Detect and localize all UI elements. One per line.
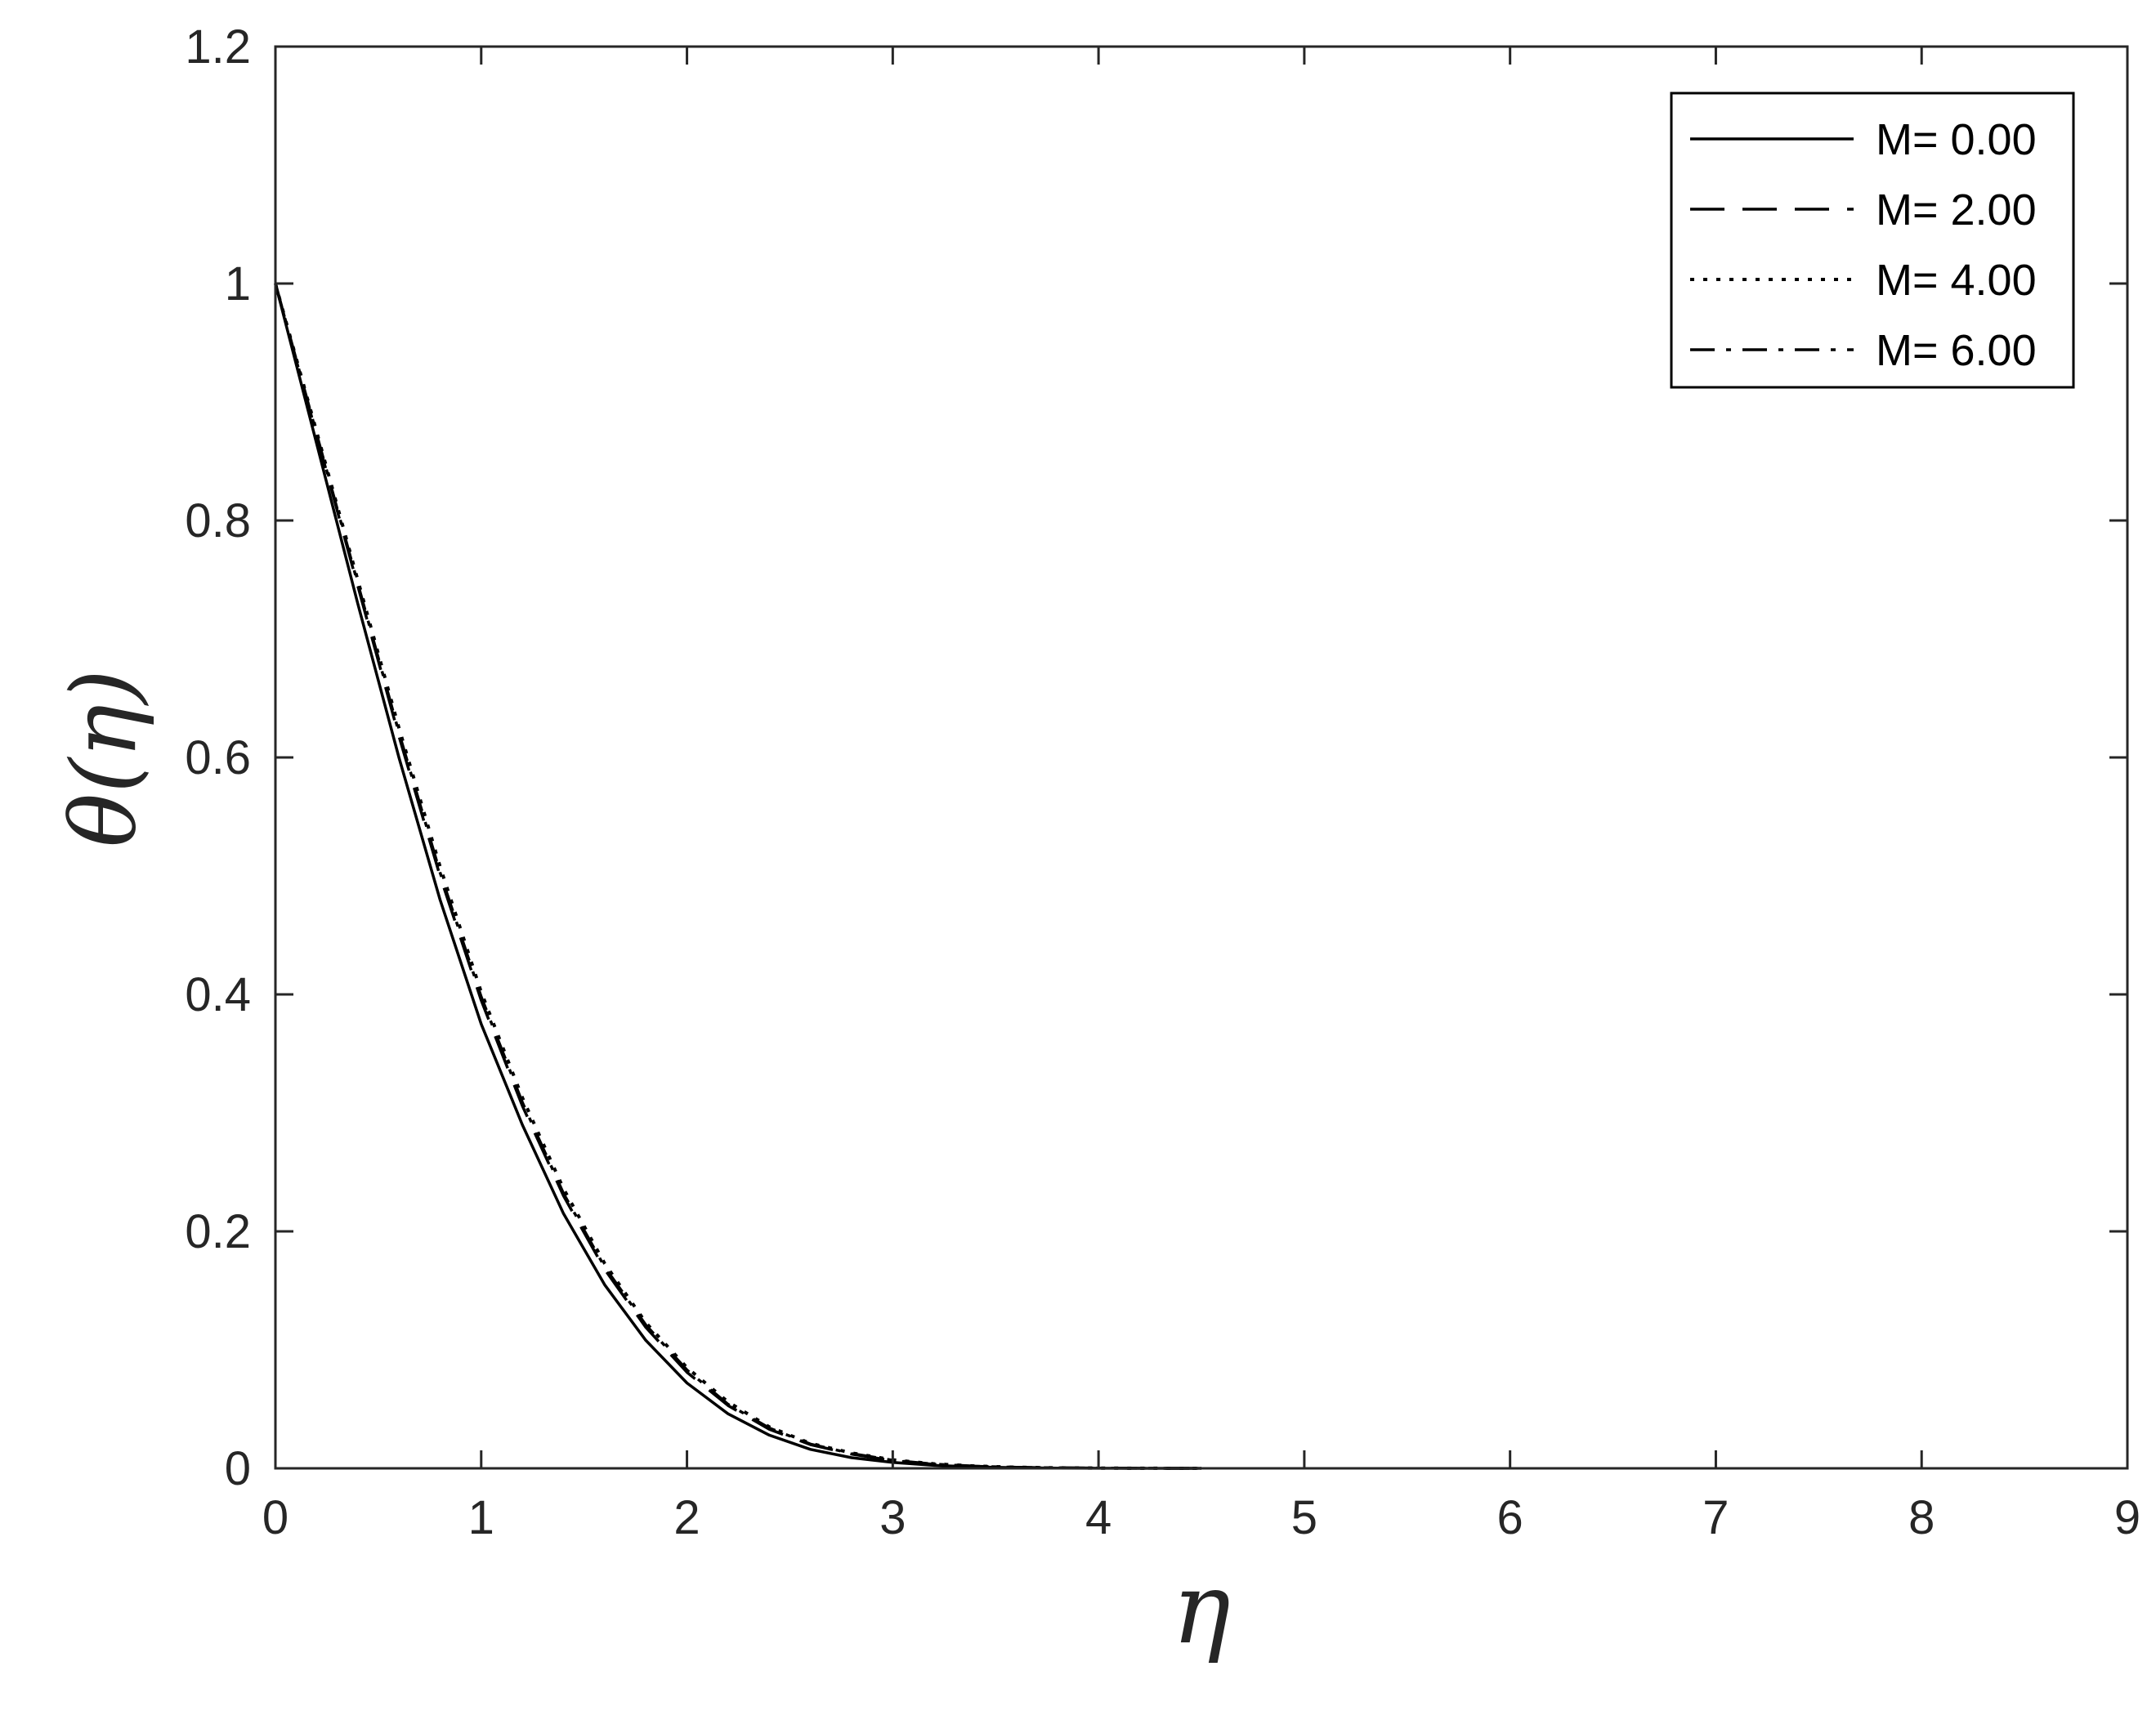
x-tick-label: 8 (1908, 1491, 1935, 1544)
y-tick-label: 1.2 (185, 20, 251, 74)
x-tick-label: 3 (879, 1491, 906, 1544)
y-tick-label: 0 (225, 1442, 251, 1495)
x-tick-label: 4 (1085, 1491, 1112, 1544)
x-tick-label: 7 (1702, 1491, 1729, 1544)
legend-label-1: M= 0.00 (1876, 115, 2037, 164)
y-tick-label: 0.4 (185, 968, 251, 1021)
y-tick-label: 1 (225, 257, 251, 310)
x-tick-label: 0 (262, 1491, 289, 1544)
legend-label-2: M= 2.00 (1876, 185, 2037, 235)
y-tick-label: 0.6 (185, 731, 251, 784)
x-tick-label: 5 (1291, 1491, 1317, 1544)
x-tick-label: 6 (1497, 1491, 1523, 1544)
y-tick-label: 0.2 (185, 1205, 251, 1258)
x-tick-label: 9 (2114, 1491, 2140, 1544)
legend: M= 0.00 M= 2.00 M= 4.00 M= 6.00 (1670, 92, 2075, 389)
legend-label-3: M= 4.00 (1876, 256, 2037, 305)
ticks-layer (274, 45, 2129, 1470)
legend-box (1670, 92, 2075, 389)
x-axis-title: η (1172, 1552, 1231, 1666)
y-axis-title: θ(η) (51, 669, 156, 847)
legend-items: M= 0.00 M= 2.00 M= 4.00 M= 6.00 (1690, 115, 2037, 375)
y-tick-label: 0.8 (185, 494, 251, 547)
legend-label-4: M= 6.00 (1876, 326, 2037, 375)
x-tick-label: 1 (468, 1491, 494, 1544)
tick-labels-layer: 0 1 2 3 4 5 6 7 8 9 0 0.2 0.4 0.6 0.8 1 1.2 (185, 20, 2140, 1544)
x-tick-label: 2 (673, 1491, 700, 1544)
